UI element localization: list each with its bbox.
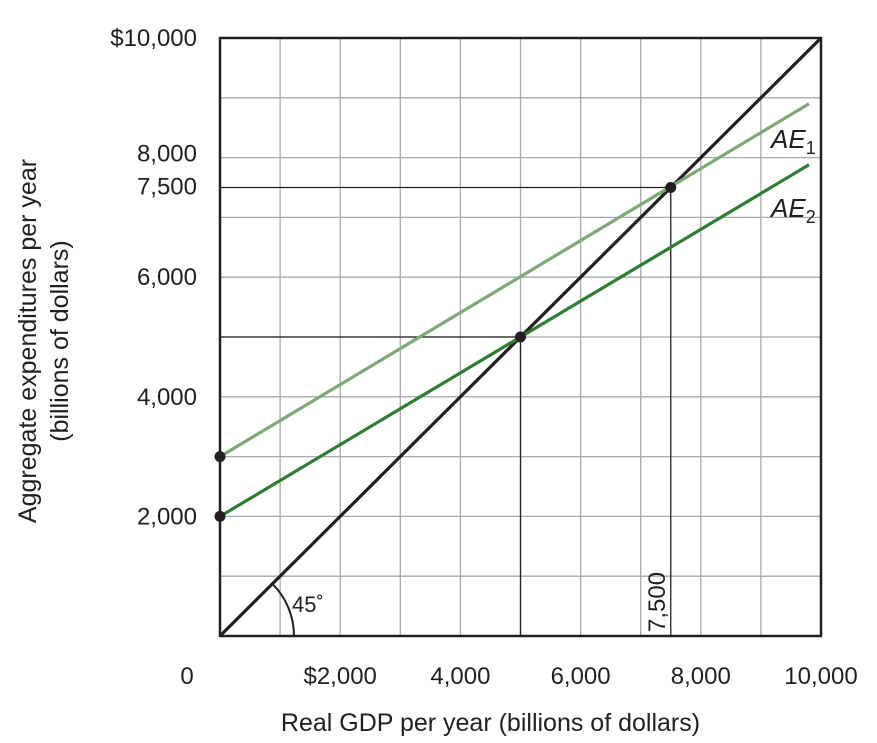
- data-point: [214, 451, 226, 463]
- x-tick-labels: 0 $2,000 4,000 6,000 8,000 10,000: [180, 663, 857, 690]
- angle-annotation: 45˚: [271, 582, 324, 637]
- y-axis-title-line1: Aggregate expenditures per year: [14, 159, 42, 523]
- y-tick-label: 8,000: [137, 141, 197, 168]
- series-line-ae2: [219, 163, 810, 518]
- x-tick-label: 6,000: [551, 663, 611, 690]
- x-reference-label: 7,500: [644, 572, 671, 632]
- angle-label: 45˚: [292, 592, 324, 617]
- y-tick-label: 4,000: [137, 384, 197, 411]
- y-tick-labels: 2,000 4,000 6,000 7,500 8,000 $10,000: [110, 25, 197, 530]
- series-labels: AE1 AE2: [769, 124, 816, 227]
- x-tick-label: $2,000: [303, 663, 376, 690]
- x-tick-label: 8,000: [671, 663, 731, 690]
- y-tick-label: 7,500: [137, 174, 197, 201]
- x-tick-label: 0: [180, 663, 193, 690]
- x-axis-title: Real GDP per year (billions of dollars): [281, 709, 700, 737]
- data-point: [515, 331, 526, 343]
- series-label-ae1: AE1: [769, 124, 816, 158]
- y-tick-label: $10,000: [110, 25, 197, 52]
- series-line-ae1: [219, 102, 810, 458]
- data-point: [214, 510, 226, 522]
- series-label-ae2: AE2: [769, 193, 816, 227]
- data-points: [214, 182, 677, 522]
- y-tick-label: 6,000: [137, 264, 197, 291]
- y-axis-title-line2: (billions of dollars): [46, 240, 74, 441]
- x-tick-label: 10,000: [784, 663, 857, 690]
- y-tick-label: 2,000: [137, 503, 197, 530]
- x-tick-label: 4,000: [430, 663, 490, 690]
- reference-lines: [220, 186, 672, 636]
- data-point: [665, 182, 677, 193]
- angle-arc: [271, 582, 295, 637]
- plot-frame: [218, 36, 823, 638]
